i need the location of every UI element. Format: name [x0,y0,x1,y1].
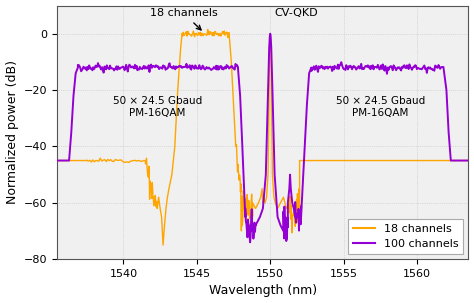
X-axis label: Wavelength (nm): Wavelength (nm) [209,285,317,298]
Text: 50 × 24.5 Gbaud
PM-16QAM: 50 × 24.5 Gbaud PM-16QAM [336,96,425,118]
Text: 18 channels: 18 channels [150,8,218,30]
Text: CV-QKD: CV-QKD [274,8,318,18]
Text: 50 × 24.5 Gbaud
PM-16QAM: 50 × 24.5 Gbaud PM-16QAM [112,96,202,118]
Legend: 18 channels, 100 channels: 18 channels, 100 channels [348,219,463,254]
Y-axis label: Normalized power (dB): Normalized power (dB) [6,60,18,204]
